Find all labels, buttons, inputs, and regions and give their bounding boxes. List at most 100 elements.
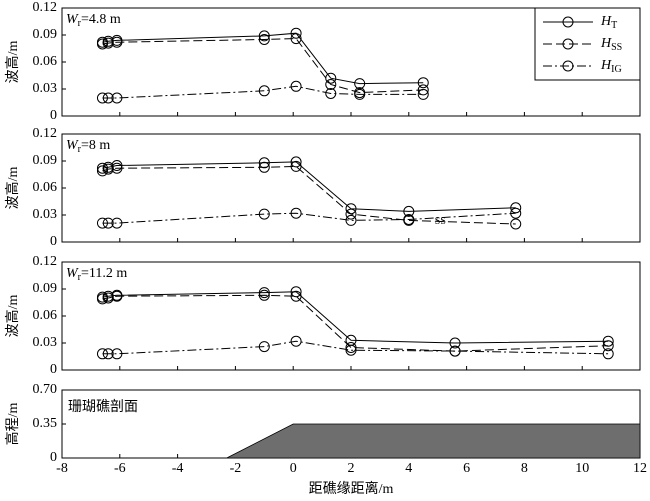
x-axis-label: 距礁缘距离/m: [309, 480, 394, 497]
y-axis-label: 波高/m: [4, 295, 21, 338]
marker: [102, 348, 114, 360]
marker: [403, 214, 415, 225]
y-tick-label: 0.09: [33, 27, 58, 42]
marker: [325, 72, 337, 84]
marker: [102, 217, 114, 229]
plot-frame: [61, 261, 641, 371]
line: [102, 85, 424, 99]
marker: [354, 88, 366, 100]
y-tick-label: 0: [50, 234, 57, 249]
x-tick-label: -2: [230, 461, 242, 476]
legend-marker: [562, 16, 574, 28]
annotation: Wr=8 m: [66, 138, 110, 155]
marker: [96, 38, 108, 50]
y-tick-label: 0.06: [33, 308, 58, 323]
marker: [290, 286, 302, 298]
marker: [345, 342, 357, 353]
legend-label: HSS: [600, 36, 622, 53]
marker: [354, 78, 366, 90]
marker: [102, 163, 114, 175]
marker: [111, 290, 123, 302]
marker: [417, 77, 429, 89]
y-axis-label: 高程/m: [4, 403, 21, 446]
y-tick-label: 0.03: [33, 207, 58, 222]
marker: [345, 214, 357, 226]
x-tick-label: -8: [56, 461, 68, 476]
marker: [325, 79, 337, 90]
annotation: 珊瑚礁剖面: [68, 399, 138, 415]
y-tick-label: 0.35: [33, 416, 58, 431]
x-tick-label: 2: [348, 461, 355, 476]
marker: [258, 289, 270, 301]
marker: [290, 80, 302, 92]
text-main: W: [66, 266, 79, 281]
marker: [258, 341, 270, 353]
marker: [449, 345, 461, 357]
text-rest: =11.2 m: [81, 266, 127, 281]
y-tick-label: 0.12: [33, 126, 58, 141]
marker: [449, 337, 461, 349]
text-sub: r: [78, 144, 82, 155]
annotation: Wr=11.2 m: [66, 266, 127, 283]
marker: [111, 348, 123, 360]
marker: [345, 208, 357, 220]
text-sub: r: [78, 272, 82, 283]
legend-marker: [562, 60, 574, 72]
y-tick-label: 0: [50, 450, 57, 465]
marker: [258, 208, 270, 220]
marker: [96, 293, 108, 305]
x-tick-label: -6: [114, 461, 126, 476]
marker: [102, 37, 114, 49]
line: [102, 212, 516, 224]
text-sub: r: [78, 18, 82, 29]
area: [226, 423, 641, 459]
marker: [258, 161, 270, 173]
y-tick-label: 0.06: [33, 54, 58, 69]
marker: [96, 92, 108, 104]
marker: [290, 27, 302, 39]
marker: [325, 88, 337, 99]
text-sub: IG: [611, 64, 622, 75]
x-tick-label: 6: [463, 461, 470, 476]
marker: [96, 217, 108, 229]
marker: [403, 205, 415, 217]
line: [102, 340, 609, 355]
x-tick-label: 0: [290, 461, 297, 476]
y-tick-label: 0.06: [33, 180, 58, 195]
x-tick-label: 10: [575, 461, 589, 476]
text-main: H: [600, 14, 612, 29]
text-main: H: [600, 36, 612, 51]
marker: [258, 85, 270, 97]
text-main: H: [600, 58, 612, 73]
text-rest: =8 m: [81, 138, 110, 153]
marker: [290, 207, 302, 219]
marker: [602, 340, 614, 352]
line: [102, 291, 609, 344]
y-axis-label: 波高/m: [4, 167, 21, 210]
text-main: W: [66, 138, 79, 153]
text-sub: T: [611, 20, 617, 31]
y-tick-label: 0.03: [33, 335, 58, 350]
x-tick-label: 8: [521, 461, 528, 476]
marker: [111, 36, 123, 48]
marker: [417, 88, 429, 100]
marker: [96, 165, 108, 177]
marker: [602, 348, 614, 360]
marker: [111, 162, 123, 174]
marker: [290, 290, 302, 302]
marker: [510, 202, 522, 214]
text-rest: =4.8 m: [81, 12, 121, 27]
y-tick-label: 0.70: [33, 382, 58, 397]
marker: [102, 292, 114, 304]
marker: [96, 348, 108, 360]
line: [102, 38, 424, 94]
x-tick-label: -4: [172, 461, 184, 476]
y-tick-label: 0.09: [33, 153, 58, 168]
text-main: W: [66, 12, 79, 27]
y-tick-label: 0.03: [33, 81, 58, 96]
marker: [417, 84, 429, 96]
marker: [345, 344, 357, 356]
marker: [290, 33, 302, 45]
x-tick-label: 4: [405, 461, 412, 476]
